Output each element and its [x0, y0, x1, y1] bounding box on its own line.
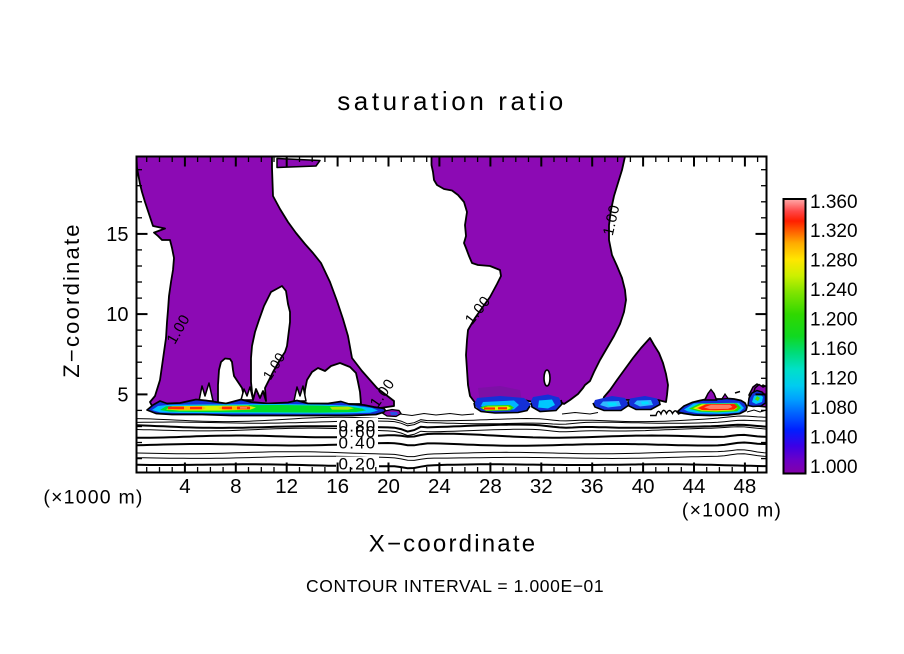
svg-text:0.40: 0.40: [339, 434, 377, 453]
svg-text:1.280: 1.280: [810, 251, 858, 272]
svg-text:40: 40: [632, 475, 655, 498]
svg-text:12: 12: [275, 475, 298, 498]
svg-text:28: 28: [479, 475, 502, 498]
svg-text:4: 4: [179, 475, 190, 498]
svg-text:24: 24: [428, 475, 451, 498]
svg-text:0.60: 0.60: [339, 423, 377, 442]
svg-text:5: 5: [117, 384, 128, 406]
svg-text:1.320: 1.320: [810, 221, 858, 242]
svg-text:32: 32: [530, 475, 553, 498]
svg-text:44: 44: [683, 475, 706, 498]
svg-text:48: 48: [733, 475, 756, 498]
svg-text:1.000: 1.000: [810, 457, 858, 478]
svg-text:1.240: 1.240: [810, 280, 858, 301]
svg-text:15: 15: [106, 224, 128, 246]
svg-text:(×1000 m): (×1000 m): [682, 500, 782, 522]
svg-text:CONTOUR INTERVAL = 1.000E−01: CONTOUR INTERVAL = 1.000E−01: [306, 576, 604, 596]
svg-text:1.120: 1.120: [810, 368, 858, 389]
svg-text:16: 16: [326, 475, 349, 498]
svg-text:1.160: 1.160: [810, 339, 858, 360]
svg-text:0.20: 0.20: [339, 455, 377, 474]
svg-text:20: 20: [377, 475, 400, 498]
svg-text:1.360: 1.360: [810, 192, 858, 213]
svg-text:saturation ratio: saturation ratio: [337, 86, 567, 116]
svg-text:36: 36: [581, 475, 604, 498]
svg-text:X−coordinate: X−coordinate: [369, 531, 538, 558]
svg-text:(×1000 m): (×1000 m): [43, 487, 143, 509]
svg-text:10: 10: [106, 304, 128, 326]
svg-text:8: 8: [230, 475, 241, 498]
svg-text:1.080: 1.080: [810, 398, 858, 419]
svg-text:1.00: 1.00: [600, 203, 624, 237]
svg-text:0.80: 0.80: [339, 417, 377, 436]
svg-text:1.040: 1.040: [810, 427, 858, 448]
svg-text:Z−coordinate: Z−coordinate: [59, 222, 84, 377]
svg-text:1.200: 1.200: [810, 310, 858, 331]
